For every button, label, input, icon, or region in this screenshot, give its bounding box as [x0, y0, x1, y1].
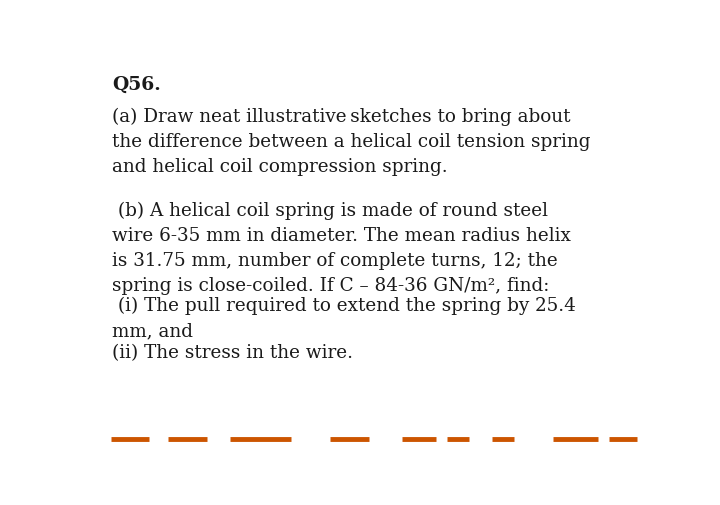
Text: (b) A helical coil spring is made of round steel
wire 6-35 mm in diameter. The m: (b) A helical coil spring is made of rou…	[112, 201, 571, 294]
Text: (a) Draw neat illustrative sketches to bring about
the difference between a heli: (a) Draw neat illustrative sketches to b…	[112, 107, 591, 176]
Text: (ii) The stress in the wire.: (ii) The stress in the wire.	[112, 344, 354, 363]
Text: (i) The pull required to extend the spring by 25.4
mm, and: (i) The pull required to extend the spri…	[112, 297, 576, 340]
Text: Q56.: Q56.	[112, 75, 161, 93]
